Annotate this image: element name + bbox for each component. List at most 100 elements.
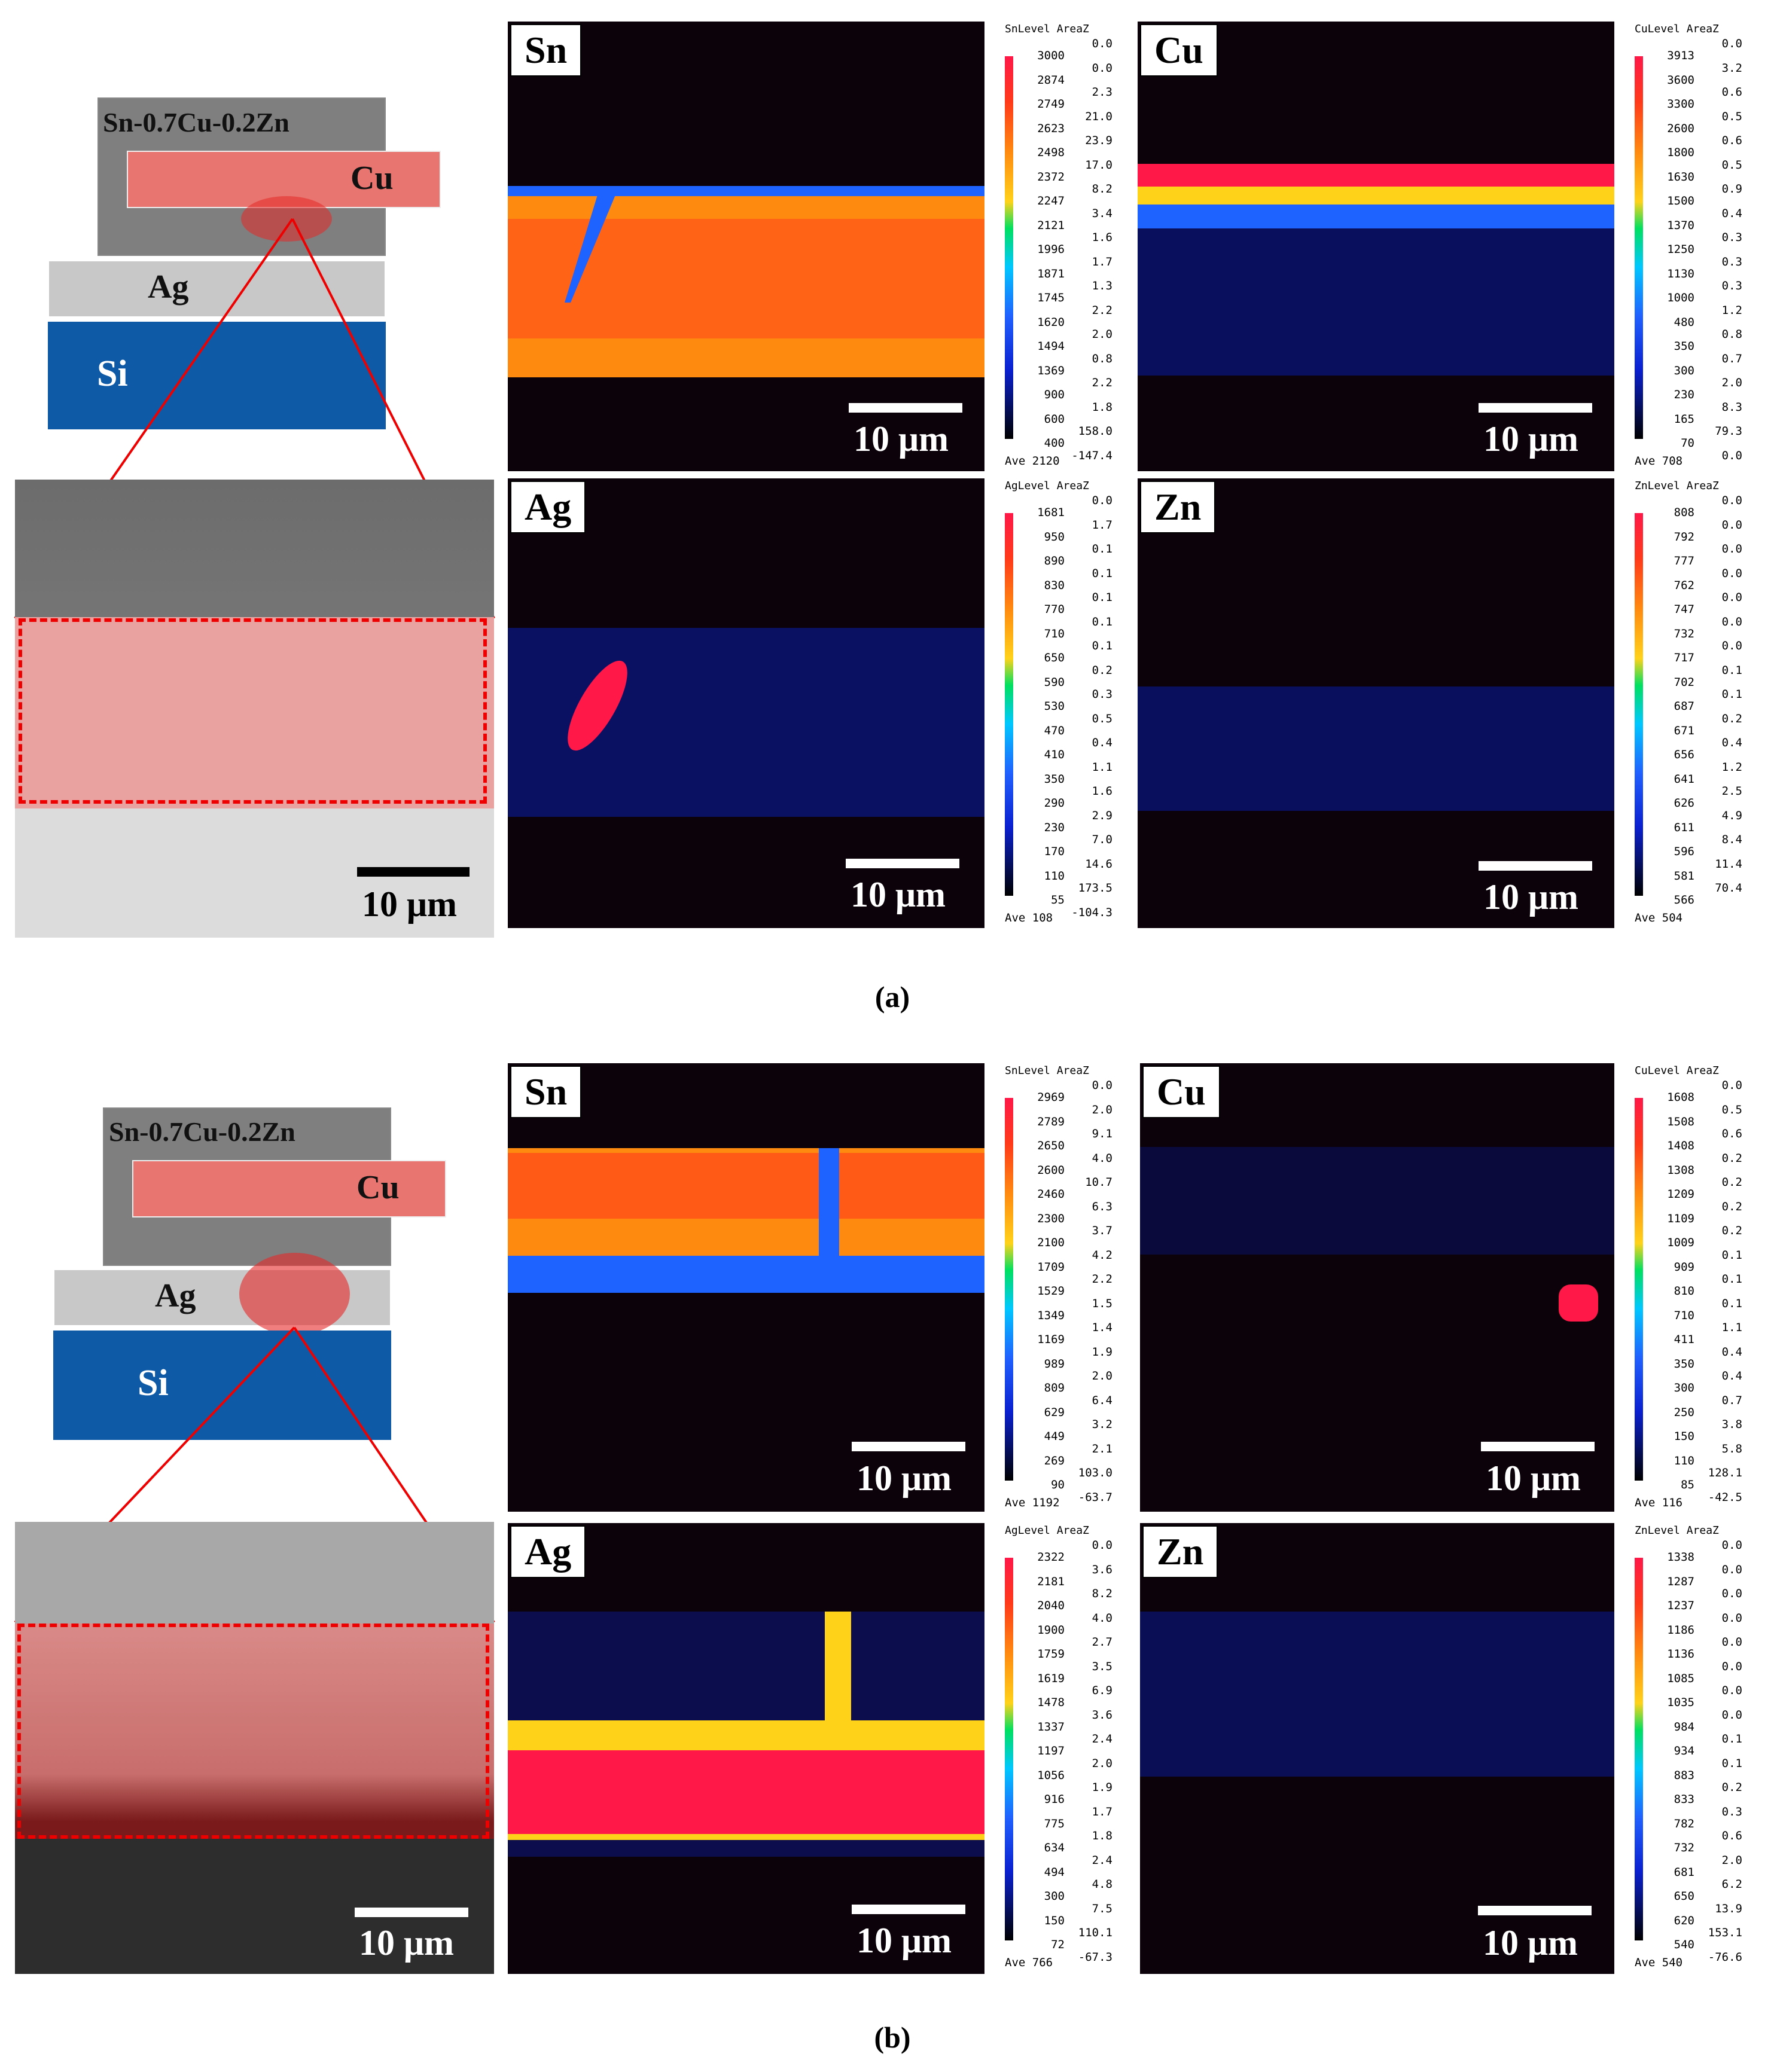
element-label: Cu <box>1140 24 1218 77</box>
legend-area: 0.0 <box>1721 1539 1742 1552</box>
scale-bar <box>1479 861 1592 871</box>
legend-level: 410 <box>1044 748 1065 761</box>
element-label: Cu <box>1142 1066 1220 1118</box>
legend-level: 950 <box>1044 530 1065 544</box>
legend-area: 0.0 <box>1721 1708 1742 1722</box>
legend-level: 1237 <box>1667 1599 1694 1612</box>
legend-area: 11.4 <box>1715 857 1742 871</box>
legend-level: 710 <box>1674 1308 1694 1322</box>
solder-label: Sn-0.7Cu-0.2Zn <box>103 107 289 138</box>
legend-area: 0.5 <box>1092 712 1112 725</box>
highlight-box <box>19 618 487 804</box>
legend-area: 0.0 <box>1721 639 1742 652</box>
legend-level: 1800 <box>1667 146 1694 159</box>
legend-area: 14.6 <box>1085 857 1112 871</box>
legend-area: 0.1 <box>1092 566 1112 580</box>
scale-label: 10 μm <box>856 1458 952 1498</box>
legend-level: 890 <box>1044 554 1065 567</box>
legend-area: 8.2 <box>1092 1587 1112 1600</box>
legend-level: 1478 <box>1037 1696 1065 1709</box>
legend-level: 165 <box>1674 412 1694 426</box>
legend-header: SnLevel AreaZ <box>1005 23 1089 35</box>
legend-area: 0.1 <box>1092 639 1112 652</box>
legend-level: 634 <box>1044 1841 1065 1854</box>
legend-gradient <box>1005 513 1013 896</box>
legend-area: 0.1 <box>1092 615 1112 628</box>
legend-area: 0.1 <box>1721 688 1742 701</box>
legend-area: 0.0 <box>1092 61 1112 75</box>
scale-bar <box>1479 403 1592 413</box>
legend-average: Ave 1192 <box>1005 1496 1060 1509</box>
legend-level: 984 <box>1674 1720 1694 1734</box>
map-ag-b: Ag 10 μm <box>508 1523 984 1974</box>
legend-level: 1250 <box>1667 243 1694 256</box>
legend-area: 2.1 <box>1092 1442 1112 1455</box>
legend-area: 1.2 <box>1721 303 1742 317</box>
scale-bar <box>849 403 962 413</box>
map-sn-a: Sn 10 μm <box>508 22 984 471</box>
legend-area: 10.7 <box>1085 1176 1112 1189</box>
solder-label: Sn-0.7Cu-0.2Zn <box>109 1116 295 1147</box>
legend-area: 0.2 <box>1721 1200 1742 1213</box>
legend-level: 110 <box>1674 1454 1694 1467</box>
legend-area: 0.5 <box>1721 158 1742 172</box>
legend-area: 0.5 <box>1721 109 1742 123</box>
legend-gradient <box>1005 1558 1013 1940</box>
scale-label: 10 μm <box>856 1921 952 1960</box>
legend-level: 350 <box>1674 340 1694 353</box>
legend-level: 2247 <box>1037 194 1065 207</box>
legend-area: 0.0 <box>1721 1079 1742 1092</box>
legend-area: 1.1 <box>1092 760 1112 774</box>
legend-level: 810 <box>1674 1284 1694 1298</box>
legend-average: Ave 504 <box>1635 911 1683 924</box>
legend-level: 269 <box>1044 1454 1065 1467</box>
legend-area: 0.8 <box>1721 328 1742 341</box>
legend-level: 290 <box>1044 797 1065 810</box>
ag-label: Ag <box>148 268 189 306</box>
legend-area: 2.0 <box>1721 376 1742 389</box>
legend-area: 0.0 <box>1721 518 1742 532</box>
legend-gradient <box>1635 56 1643 439</box>
legend-header: CuLevel AreaZ <box>1635 23 1719 35</box>
legend-average: Ave 2120 <box>1005 454 1060 468</box>
legend-area: 6.4 <box>1092 1393 1112 1407</box>
legend-area: 0.2 <box>1721 1781 1742 1794</box>
legend-area: 0.1 <box>1721 1273 1742 1286</box>
legend-level: 2789 <box>1037 1115 1065 1128</box>
legend-gradient <box>1635 1098 1643 1481</box>
legend-area: 0.0 <box>1092 1079 1112 1092</box>
element-label: Zn <box>1140 481 1216 533</box>
legend-level: 449 <box>1044 1430 1065 1443</box>
legend-level: 650 <box>1044 651 1065 664</box>
legend-level: 540 <box>1674 1938 1694 1951</box>
legend-average: Ave 766 <box>1005 1956 1053 1969</box>
legend-gradient <box>1005 56 1013 439</box>
map-cu-b: Cu 10 μm <box>1140 1063 1614 1512</box>
scale-label: 10 μm <box>1486 1458 1581 1498</box>
legend-level: 808 <box>1674 506 1694 519</box>
legend-level: 411 <box>1674 1333 1694 1346</box>
legend-area: 1.5 <box>1092 1296 1112 1310</box>
legend-level: 883 <box>1674 1768 1694 1782</box>
scale-label: 10 μm <box>359 1923 454 1963</box>
legend-level: 55 <box>1051 893 1065 907</box>
legend-area: 8.2 <box>1092 182 1112 196</box>
scale-bar <box>1478 1906 1592 1915</box>
scale-bar <box>846 859 959 868</box>
legend-area: 0.2 <box>1721 1151 1742 1165</box>
legend-level: 3300 <box>1667 97 1694 111</box>
legend-header: ZnLevel AreaZ <box>1635 1524 1719 1537</box>
legend-level: 1681 <box>1037 506 1065 519</box>
legend-area: 3.8 <box>1721 1418 1742 1431</box>
legend-level: 777 <box>1674 554 1694 567</box>
legend-area: 0.3 <box>1721 255 1742 268</box>
legend-level: 1996 <box>1037 243 1065 256</box>
legend-area: 2.2 <box>1092 376 1112 389</box>
legend-header: AgLevel AreaZ <box>1005 1524 1089 1537</box>
legend-area: 13.9 <box>1715 1902 1742 1915</box>
legend-level: 1745 <box>1037 291 1065 304</box>
element-label: Ag <box>510 481 586 533</box>
legend-area: 70.4 <box>1715 881 1742 895</box>
legend-area: 1.7 <box>1092 255 1112 268</box>
legend-area: 153.1 <box>1708 1926 1742 1939</box>
